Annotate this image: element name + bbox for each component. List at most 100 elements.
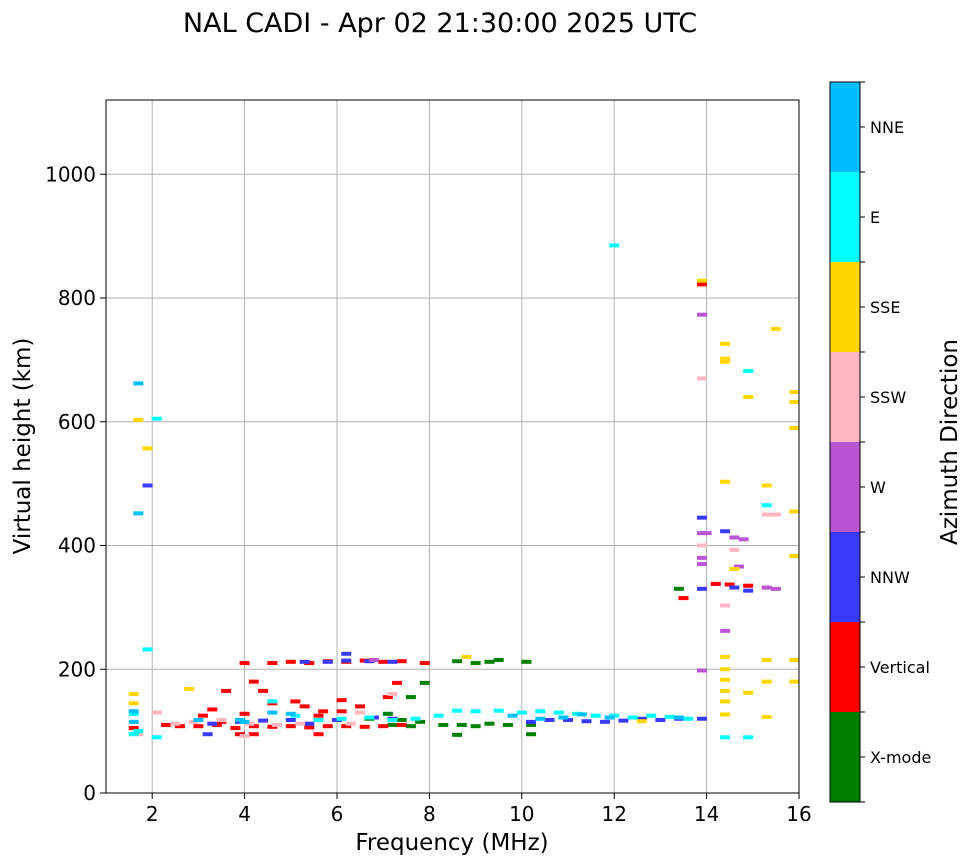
data-point xyxy=(378,659,389,664)
data-point xyxy=(396,717,407,722)
data-point xyxy=(720,735,731,740)
colorbar-segment-ssw xyxy=(830,352,860,442)
data-point xyxy=(151,416,162,421)
data-point xyxy=(304,725,315,730)
data-point xyxy=(646,713,657,718)
data-point xyxy=(415,719,426,724)
data-point xyxy=(368,657,379,662)
data-point xyxy=(313,732,324,737)
data-point xyxy=(720,479,731,484)
data-point xyxy=(419,680,430,685)
data-point xyxy=(202,732,213,737)
series-nnw xyxy=(142,483,754,737)
data-point xyxy=(142,647,153,652)
data-point xyxy=(355,704,366,709)
plot-frame xyxy=(105,99,800,794)
data-point xyxy=(576,712,587,717)
data-point xyxy=(729,535,740,540)
data-point xyxy=(452,732,463,737)
data-point xyxy=(581,719,592,724)
data-point xyxy=(636,719,647,724)
series-ssw xyxy=(133,376,781,739)
data-point xyxy=(248,724,259,729)
data-point xyxy=(738,537,749,542)
data-point xyxy=(484,721,495,726)
data-point xyxy=(193,724,204,729)
data-point xyxy=(789,399,800,404)
data-point xyxy=(470,724,481,729)
data-point xyxy=(673,586,684,591)
data-point xyxy=(271,722,282,727)
data-point xyxy=(553,710,564,715)
data-point xyxy=(493,708,504,713)
data-point xyxy=(696,515,707,520)
data-point xyxy=(636,716,647,721)
data-point xyxy=(761,585,772,590)
data-point xyxy=(456,722,467,727)
data-point xyxy=(336,709,347,714)
data-point xyxy=(161,722,172,727)
x-tick-label: 14 xyxy=(694,802,719,826)
data-point xyxy=(341,658,352,663)
data-point xyxy=(720,628,731,633)
data-point xyxy=(789,509,800,514)
data-point xyxy=(544,717,555,722)
data-point xyxy=(290,699,301,704)
data-point xyxy=(313,717,324,722)
data-point xyxy=(239,711,250,716)
data-point xyxy=(743,583,754,588)
data-point xyxy=(696,716,707,721)
data-point xyxy=(128,692,139,696)
data-point xyxy=(258,718,269,723)
x-tick-label: 4 xyxy=(238,802,251,826)
data-point xyxy=(355,710,366,715)
colorbar-tick-label: W xyxy=(870,478,886,497)
data-point xyxy=(387,659,398,664)
data-point xyxy=(142,446,153,451)
data-point xyxy=(304,721,315,726)
data-point xyxy=(216,717,227,722)
data-point xyxy=(720,699,731,704)
data-point xyxy=(341,724,352,729)
data-point xyxy=(720,677,731,682)
data-point xyxy=(128,719,139,724)
colorbar-tick-label: SSE xyxy=(870,298,900,317)
colorbar-segment-nne xyxy=(830,82,860,172)
data-point xyxy=(789,679,800,684)
data-point xyxy=(761,657,772,662)
data-points xyxy=(128,243,800,740)
data-point xyxy=(405,695,416,700)
data-point xyxy=(405,724,416,729)
x-tick-label: 12 xyxy=(601,802,626,826)
data-point xyxy=(701,531,712,536)
x-tick-label: 16 xyxy=(786,802,811,826)
data-point xyxy=(535,709,546,714)
data-point xyxy=(239,734,250,739)
x-tick-label: 8 xyxy=(423,802,436,826)
data-point xyxy=(133,381,144,386)
data-point xyxy=(683,716,694,721)
data-point xyxy=(761,512,772,517)
data-point xyxy=(285,724,296,729)
x-axis-label: Frequency (MHz) xyxy=(355,830,548,856)
data-point xyxy=(609,243,620,248)
data-point xyxy=(696,543,707,548)
data-point xyxy=(563,717,573,722)
data-point xyxy=(720,603,731,608)
series-w xyxy=(368,312,781,673)
data-point xyxy=(673,715,684,720)
data-point xyxy=(336,716,347,721)
data-point xyxy=(299,659,310,664)
colorbar-label: Azimuth Direction xyxy=(937,339,963,545)
data-point xyxy=(516,710,527,715)
data-point xyxy=(410,716,421,721)
data-point xyxy=(267,699,278,704)
data-point xyxy=(789,390,800,395)
data-point xyxy=(720,654,731,659)
data-point xyxy=(521,659,532,664)
y-tick-label: 1000 xyxy=(45,162,96,186)
data-point xyxy=(696,668,707,673)
data-point xyxy=(151,710,162,715)
colorbar-tick-label: Vertical xyxy=(870,658,930,677)
